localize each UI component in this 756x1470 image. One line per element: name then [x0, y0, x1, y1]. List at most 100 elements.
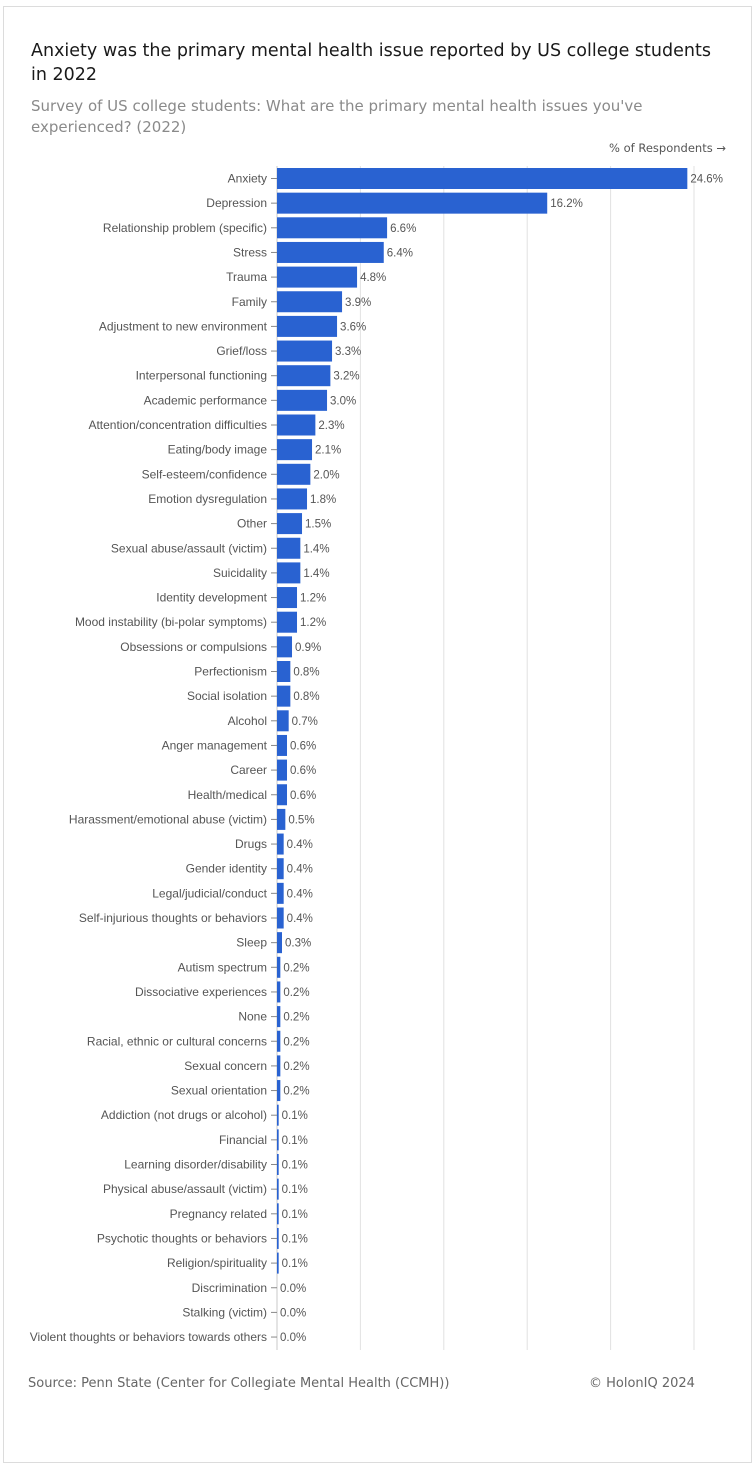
category-label: Identity development	[156, 591, 267, 605]
bar	[277, 611, 298, 633]
bar	[277, 537, 301, 559]
category-label: Depression	[206, 196, 267, 210]
category-label: Pregnancy related	[170, 1207, 267, 1221]
value-label: 0.1%	[282, 1258, 308, 1270]
bar	[277, 439, 313, 461]
category-label: Addiction (not drugs or alcohol)	[101, 1108, 267, 1122]
category-label: Alcohol	[228, 714, 267, 728]
category-label: Learning disorder/disability	[124, 1158, 267, 1172]
bar	[277, 488, 308, 510]
value-label: 0.4%	[287, 864, 313, 876]
bar	[277, 882, 284, 904]
bar	[277, 1252, 279, 1274]
value-label: 0.5%	[288, 814, 314, 826]
category-label: Social isolation	[187, 689, 267, 703]
bar	[277, 217, 388, 239]
category-label: Health/medical	[188, 788, 267, 802]
value-label: 2.1%	[315, 445, 341, 457]
value-label: 16.2%	[550, 198, 583, 210]
value-label: 3.3%	[335, 346, 361, 358]
category-label: Career	[230, 763, 267, 777]
bar	[277, 463, 311, 485]
value-label: 6.4%	[387, 247, 413, 259]
bar	[277, 1104, 279, 1126]
bar	[277, 587, 298, 609]
bar	[277, 636, 293, 658]
category-label: Discrimination	[192, 1281, 267, 1295]
value-label: 0.8%	[293, 691, 319, 703]
category-label: Emotion dysregulation	[148, 492, 267, 506]
value-label: 0.0%	[280, 1332, 306, 1344]
bar	[277, 932, 283, 954]
value-label: 0.0%	[280, 1307, 306, 1319]
value-label: 24.6%	[690, 174, 723, 186]
category-label: Relationship problem (specific)	[103, 221, 267, 235]
value-label: 2.0%	[313, 469, 339, 481]
bar	[277, 266, 358, 288]
category-label: Dissociative experiences	[135, 985, 267, 999]
value-label: 1.2%	[300, 617, 326, 629]
bar	[277, 1006, 281, 1028]
chart-subtitle: Survey of US college students: What are …	[31, 97, 643, 136]
category-label: None	[238, 1010, 267, 1024]
category-label: Attention/concentration difficulties	[88, 418, 267, 432]
value-label: 2.3%	[318, 420, 344, 432]
category-label: Perfectionism	[194, 665, 267, 679]
category-label: Religion/spirituality	[167, 1256, 267, 1270]
category-label: Legal/judicial/conduct	[152, 886, 267, 900]
bar	[277, 414, 316, 436]
bar	[277, 784, 288, 806]
bar	[277, 1203, 279, 1225]
category-label: Financial	[219, 1133, 267, 1147]
value-label: 0.4%	[287, 839, 313, 851]
bar	[277, 1080, 281, 1102]
bar	[277, 389, 328, 411]
value-label: 0.7%	[292, 716, 318, 728]
value-label: 0.2%	[283, 1036, 309, 1048]
category-label: Suicidality	[213, 566, 267, 580]
value-label: 0.9%	[295, 642, 321, 654]
bar	[277, 1030, 281, 1052]
bar	[277, 1129, 279, 1151]
bar	[277, 734, 288, 756]
value-label: 0.4%	[287, 888, 313, 900]
category-label: Gender identity	[186, 862, 267, 876]
source-note: Source: Penn State (Center for Collegiat…	[28, 1376, 450, 1391]
category-label: Self-injurious thoughts or behaviors	[79, 911, 267, 925]
category-label: Drugs	[235, 837, 267, 851]
value-label: 3.0%	[330, 395, 356, 407]
value-label: 0.2%	[283, 1086, 309, 1098]
value-label: 1.2%	[300, 593, 326, 605]
category-label: Family	[232, 295, 267, 309]
value-label: 6.6%	[390, 223, 416, 235]
bar	[277, 340, 333, 362]
value-label: 0.2%	[283, 962, 309, 974]
bar	[277, 1227, 279, 1249]
value-label: 0.2%	[283, 1061, 309, 1073]
value-label: 4.8%	[360, 272, 386, 284]
category-label: Stress	[233, 245, 267, 259]
bar	[277, 168, 688, 189]
value-label: 3.9%	[345, 297, 371, 309]
value-label: 0.6%	[290, 790, 316, 802]
category-label: Eating/body image	[168, 443, 268, 457]
value-label: 3.6%	[340, 321, 366, 333]
category-label: Sleep	[236, 936, 267, 950]
bar	[277, 241, 384, 263]
category-label: Anxiety	[228, 172, 267, 186]
bar	[277, 1055, 281, 1077]
category-label: Stalking (victim)	[182, 1305, 267, 1319]
category-label: Self-esteem/confidence	[142, 467, 268, 481]
bar	[277, 661, 291, 682]
bar	[277, 685, 291, 707]
x-axis-caption: % of Respondents →	[609, 141, 726, 155]
bar	[277, 513, 303, 535]
category-label: Academic performance	[144, 393, 268, 407]
value-label: 0.0%	[280, 1283, 306, 1295]
value-label: 0.1%	[282, 1184, 308, 1196]
category-label: Adjustment to new environment	[99, 319, 268, 333]
bar	[277, 759, 288, 781]
category-label: Sexual concern	[184, 1059, 267, 1073]
bar	[277, 365, 331, 387]
bar	[277, 562, 301, 584]
